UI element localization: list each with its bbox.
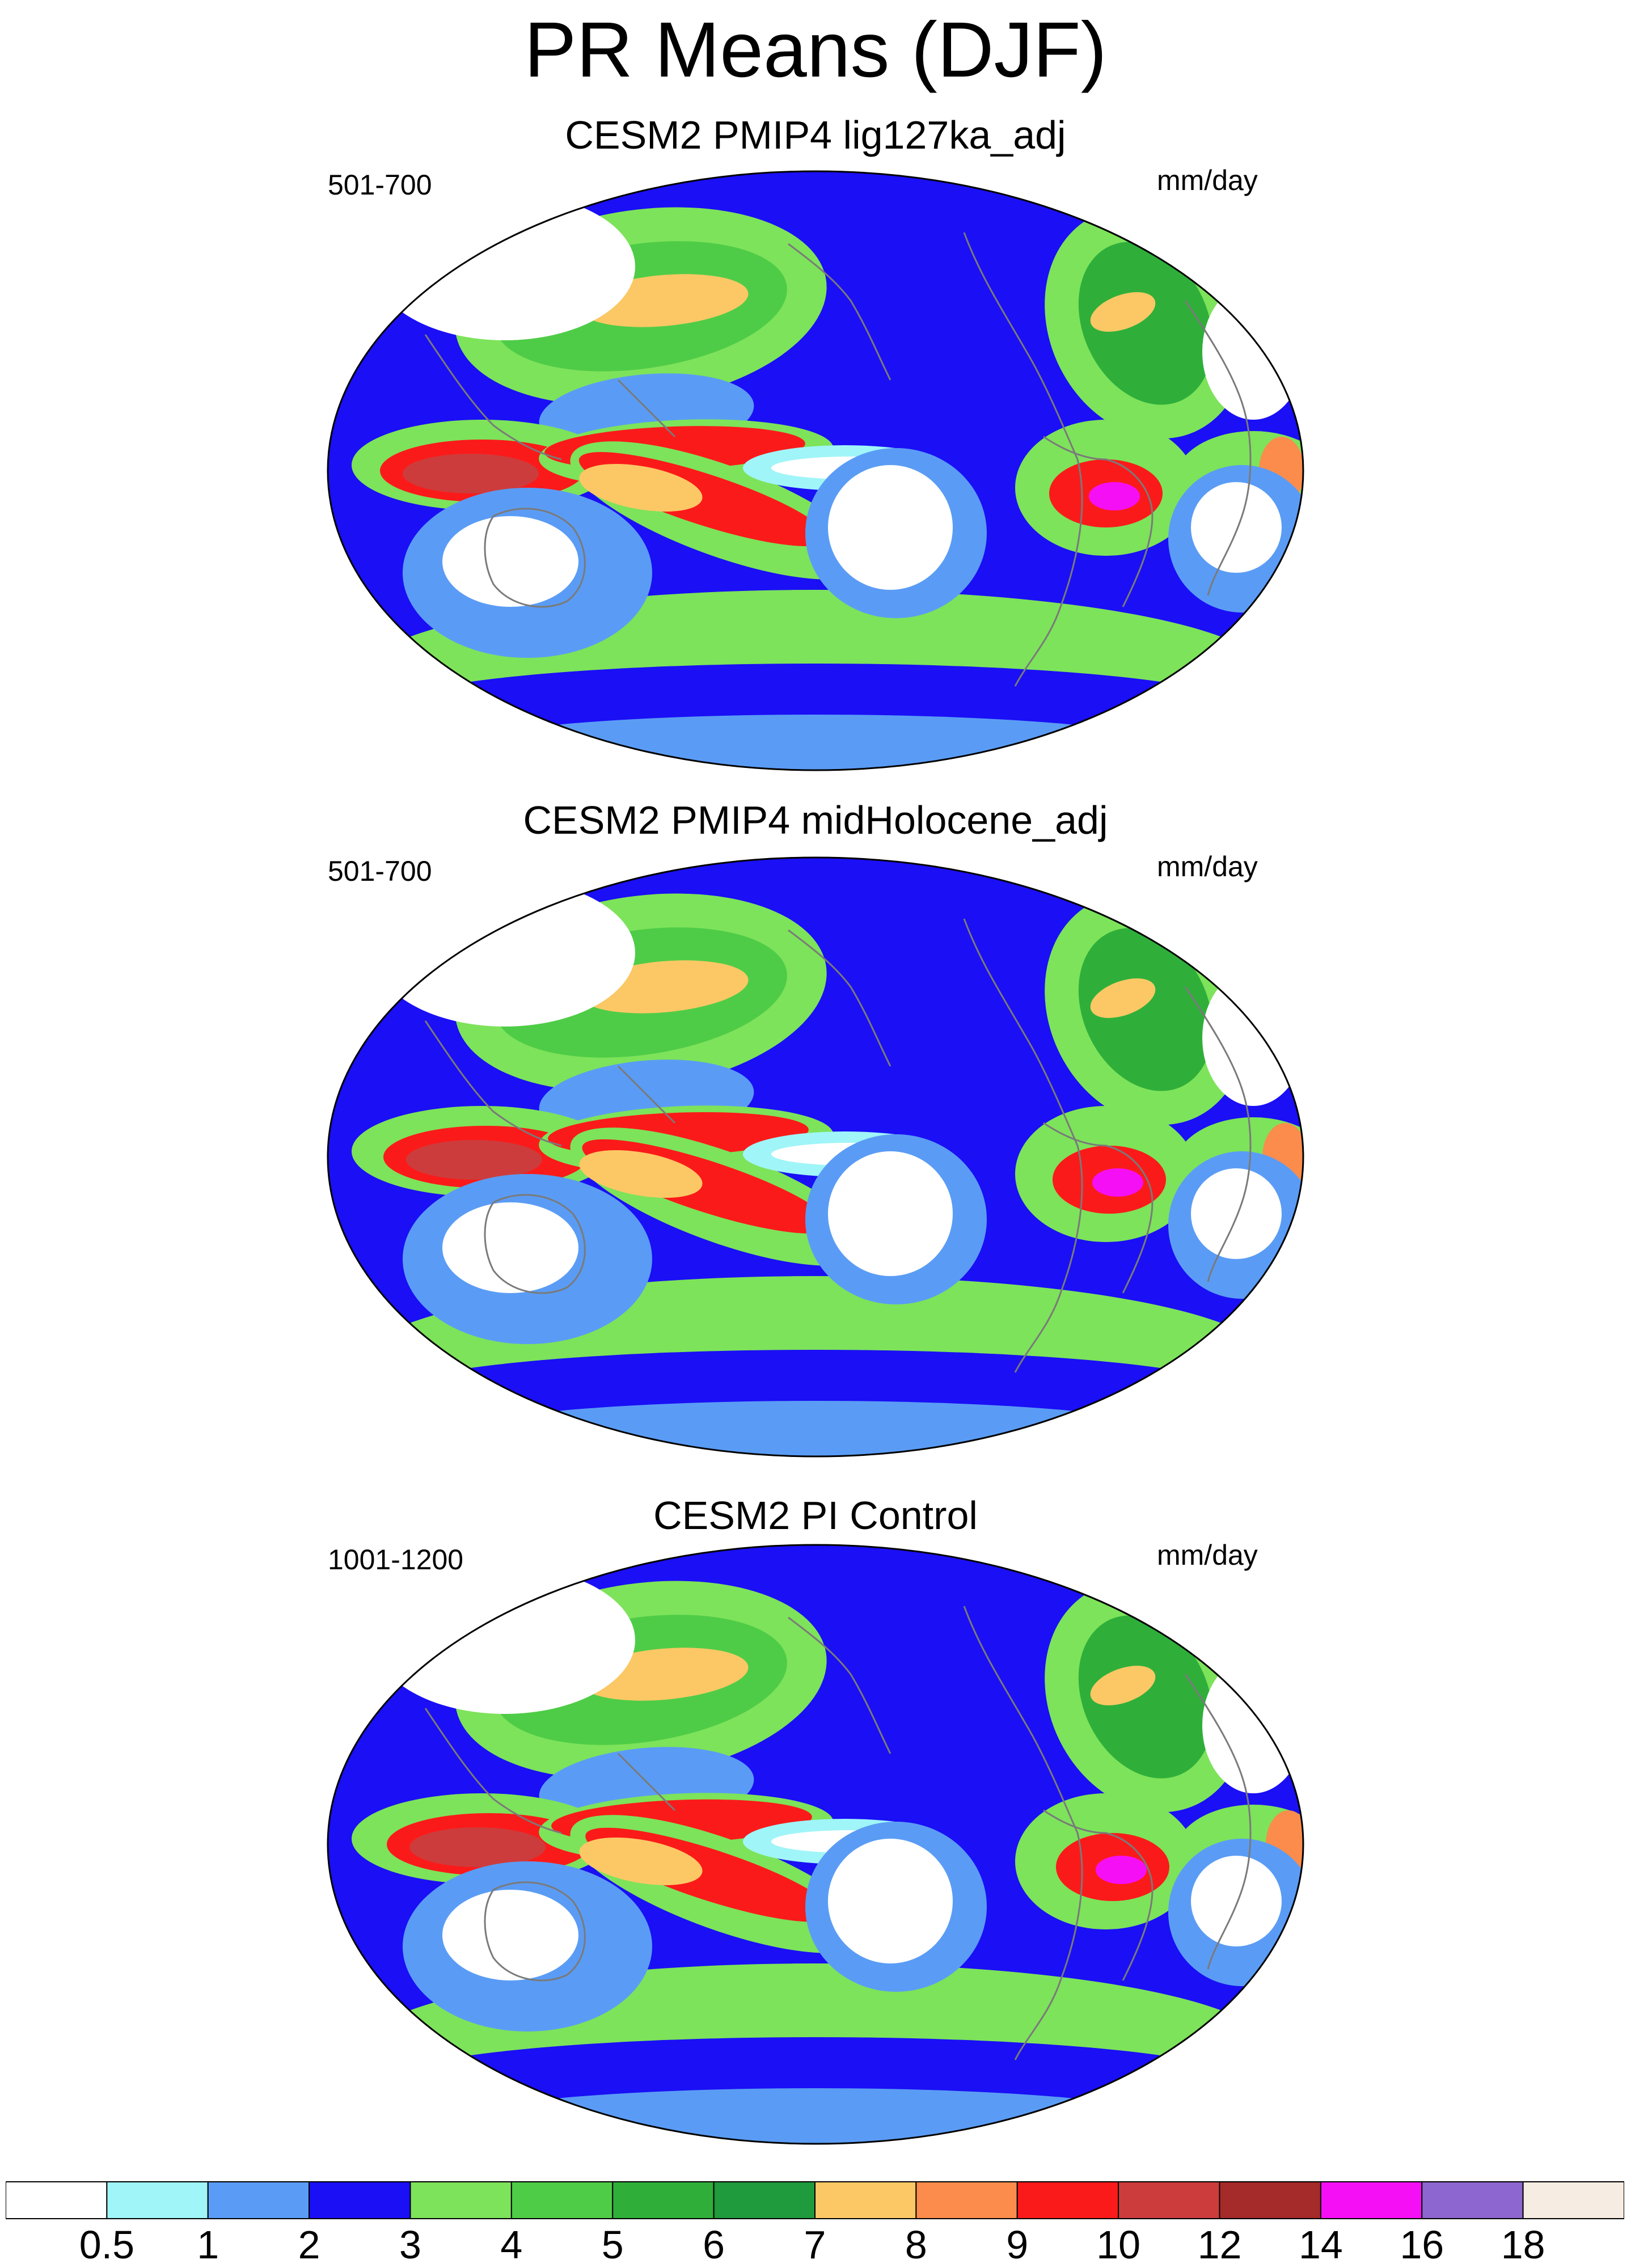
colorbar-swatch <box>207 2181 310 2219</box>
panel-2-units: mm/day <box>1157 851 1258 882</box>
panel-3-map <box>327 1544 1304 2145</box>
colorbar-swatch <box>510 2181 614 2219</box>
colorbar-swatch <box>1219 2181 1321 2219</box>
panel-3-period: 1001-1200 <box>328 1544 464 1576</box>
panel-1-map <box>327 170 1304 771</box>
colorbar-tick-label: 14 <box>1298 2223 1343 2267</box>
colorbar-tick-label: 12 <box>1197 2223 1242 2267</box>
colorbar-tick-label: 8 <box>905 2223 927 2267</box>
panel-2-map <box>327 856 1304 1458</box>
colorbar-swatch <box>309 2181 411 2219</box>
colorbar-swatch <box>612 2181 715 2219</box>
panel-3-units: mm/day <box>1157 1539 1258 1571</box>
colorbar <box>6 2181 1624 2219</box>
panel-1-title: CESM2 PMIP4 lig127ka_adj <box>565 113 1066 157</box>
colorbar-swatch <box>1522 2181 1624 2219</box>
panel-2-period: 501-700 <box>328 855 432 887</box>
colorbar-swatch <box>1421 2181 1524 2219</box>
colorbar-tick-label: 7 <box>804 2223 826 2267</box>
panel-3-title: CESM2 PI Control <box>653 1493 978 1538</box>
colorbar-tick-label: 2 <box>298 2223 320 2267</box>
colorbar-swatch <box>1118 2181 1220 2219</box>
panel-1-period: 501-700 <box>328 169 432 201</box>
colorbar-swatch <box>1320 2181 1423 2219</box>
colorbar-swatch <box>713 2181 815 2219</box>
panel-2-title: CESM2 PMIP4 midHolocene_adj <box>523 798 1108 842</box>
colorbar-swatch <box>6 2181 108 2219</box>
colorbar-tick-label: 4 <box>500 2223 523 2267</box>
colorbar-swatch <box>1016 2181 1119 2219</box>
colorbar-swatch <box>106 2181 209 2219</box>
panel-1-units: mm/day <box>1157 164 1258 196</box>
colorbar-tick-label: 16 <box>1400 2223 1444 2267</box>
colorbar-tick-label: 3 <box>399 2223 421 2267</box>
colorbar-tick-label: 10 <box>1096 2223 1141 2267</box>
colorbar-swatch <box>409 2181 512 2219</box>
colorbar-tick-label: 1 <box>197 2223 219 2267</box>
colorbar-tick-label: 18 <box>1501 2223 1545 2267</box>
colorbar-tick-label: 0.5 <box>79 2223 135 2267</box>
colorbar-tick-label: 6 <box>703 2223 725 2267</box>
colorbar-tick-label: 9 <box>1006 2223 1029 2267</box>
colorbar-tick-label: 5 <box>601 2223 624 2267</box>
colorbar-swatch <box>814 2181 917 2219</box>
colorbar-swatch <box>915 2181 1018 2219</box>
figure-title: PR Means (DJF) <box>524 6 1107 94</box>
